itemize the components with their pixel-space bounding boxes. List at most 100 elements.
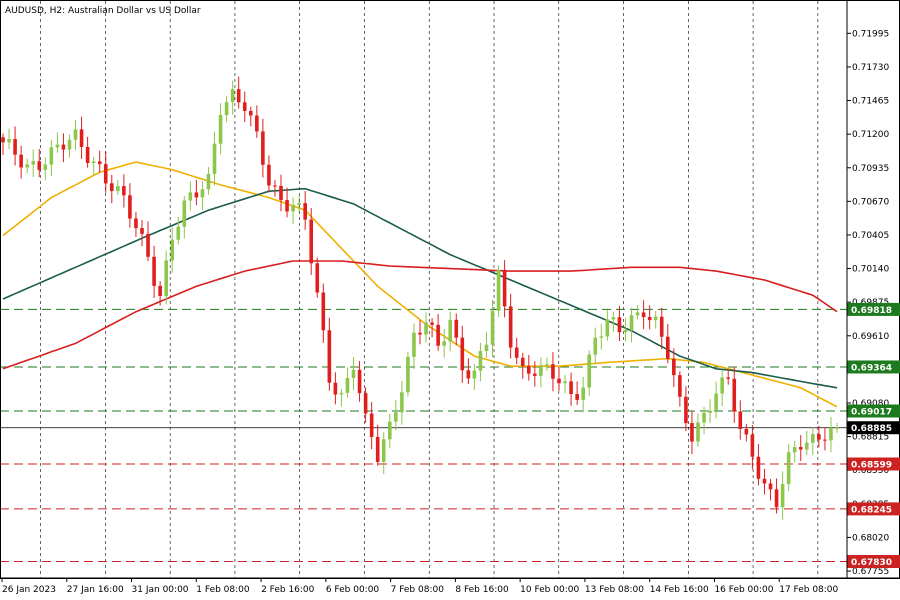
candle-body bbox=[13, 139, 17, 155]
candle-body bbox=[520, 357, 525, 367]
price-tick-label: 0.71730 bbox=[852, 63, 889, 73]
candle-body bbox=[575, 393, 579, 400]
candle-body bbox=[158, 285, 162, 296]
time-tick-label: 16 Feb 00:00 bbox=[714, 585, 773, 595]
candle-body bbox=[714, 393, 718, 411]
candle-body bbox=[309, 219, 314, 264]
candle-body bbox=[557, 378, 561, 384]
candle-body bbox=[678, 375, 682, 397]
candle-body bbox=[684, 396, 688, 424]
candle-body bbox=[128, 195, 132, 219]
candle-body bbox=[653, 316, 658, 321]
time-tick-label: 10 Feb 00:00 bbox=[520, 585, 579, 595]
candle-body bbox=[835, 427, 839, 429]
candle-body bbox=[823, 439, 827, 441]
grid-lines bbox=[40, 1, 819, 578]
candle-body bbox=[31, 161, 36, 165]
candle-body bbox=[786, 452, 791, 485]
candle-body bbox=[424, 322, 428, 335]
candle-body bbox=[460, 337, 465, 371]
candle-body bbox=[182, 200, 187, 227]
candle-body bbox=[164, 260, 168, 296]
candle-body bbox=[817, 434, 821, 440]
candle-body bbox=[194, 192, 199, 198]
candle-body bbox=[732, 378, 737, 412]
candle-body bbox=[327, 330, 332, 383]
time-tick-label: 6 Feb 00:00 bbox=[326, 585, 380, 595]
candle-body bbox=[224, 102, 229, 115]
price-badge-label: 0.69818 bbox=[851, 306, 892, 316]
time-tick-label: 2 Feb 16:00 bbox=[261, 585, 315, 595]
candle-body bbox=[236, 89, 241, 103]
candle-body bbox=[720, 377, 724, 394]
candle-body bbox=[768, 483, 773, 490]
candle-body bbox=[109, 183, 114, 192]
candle-body bbox=[780, 484, 785, 508]
time-tick-label: 31 Jan 00:00 bbox=[132, 585, 189, 595]
candle-body bbox=[672, 358, 676, 376]
candle-body bbox=[563, 381, 567, 384]
candle-body bbox=[623, 330, 628, 333]
candle-body bbox=[357, 369, 362, 394]
candle-body bbox=[170, 239, 175, 261]
candle-body bbox=[279, 185, 283, 200]
candle-body bbox=[97, 161, 102, 165]
candle-body bbox=[61, 144, 66, 150]
candle-body bbox=[599, 336, 604, 338]
candle-body bbox=[635, 312, 640, 316]
candle-body bbox=[1, 137, 5, 143]
candle-body bbox=[647, 317, 652, 321]
candle-body bbox=[508, 306, 513, 348]
candle-body bbox=[629, 315, 634, 331]
candle-body bbox=[539, 365, 543, 376]
candle-body bbox=[387, 421, 392, 440]
candle-body bbox=[375, 436, 380, 462]
price-tick-label: 0.70935 bbox=[852, 164, 889, 174]
candle-body bbox=[478, 350, 483, 371]
candle-body bbox=[436, 324, 440, 346]
candle-body bbox=[321, 292, 326, 331]
candle-body bbox=[472, 370, 477, 379]
candle-body bbox=[369, 413, 374, 437]
price-tick-label: 0.70140 bbox=[852, 265, 889, 275]
candle-body bbox=[533, 373, 537, 376]
candle-body bbox=[798, 447, 803, 450]
candle-body bbox=[394, 412, 398, 422]
candle-body bbox=[200, 189, 205, 198]
price-badge-label: 0.68885 bbox=[851, 424, 892, 434]
candle-body bbox=[406, 356, 410, 393]
price-badges: 0.69818 0.69364 0.69017 0.68599 0.68245 0.678… bbox=[847, 302, 900, 569]
candle-body bbox=[587, 354, 592, 388]
candle-body bbox=[242, 102, 247, 111]
candle-body bbox=[400, 392, 404, 413]
candle-body bbox=[43, 164, 48, 170]
candle-body bbox=[339, 392, 344, 395]
price-tick-label: 0.67755 bbox=[852, 567, 889, 577]
candle-body bbox=[551, 364, 555, 379]
candle-body bbox=[466, 370, 471, 379]
candle-body bbox=[91, 161, 96, 163]
price-tick-label: 0.70670 bbox=[852, 197, 889, 207]
price-badge-label: 0.68245 bbox=[851, 505, 892, 515]
candle-body bbox=[73, 129, 78, 140]
candle-body bbox=[774, 489, 779, 508]
candle-body bbox=[116, 186, 120, 192]
candle-body bbox=[351, 369, 356, 378]
moving-average-line-3 bbox=[2, 260, 838, 370]
price-tick-label: 0.68020 bbox=[852, 533, 889, 543]
candle-body bbox=[218, 114, 223, 144]
price-tick-label: 0.71995 bbox=[852, 29, 889, 39]
candle-body bbox=[418, 332, 422, 335]
price-badge-label: 0.69017 bbox=[851, 407, 892, 417]
price-tick-label: 0.70405 bbox=[852, 231, 889, 241]
candle-body bbox=[569, 381, 573, 394]
candle-body bbox=[230, 89, 235, 103]
candle-body bbox=[756, 456, 761, 479]
candle-body bbox=[605, 319, 610, 337]
candle-body bbox=[206, 173, 211, 190]
candle-body bbox=[526, 366, 531, 374]
candle-body bbox=[291, 204, 295, 212]
